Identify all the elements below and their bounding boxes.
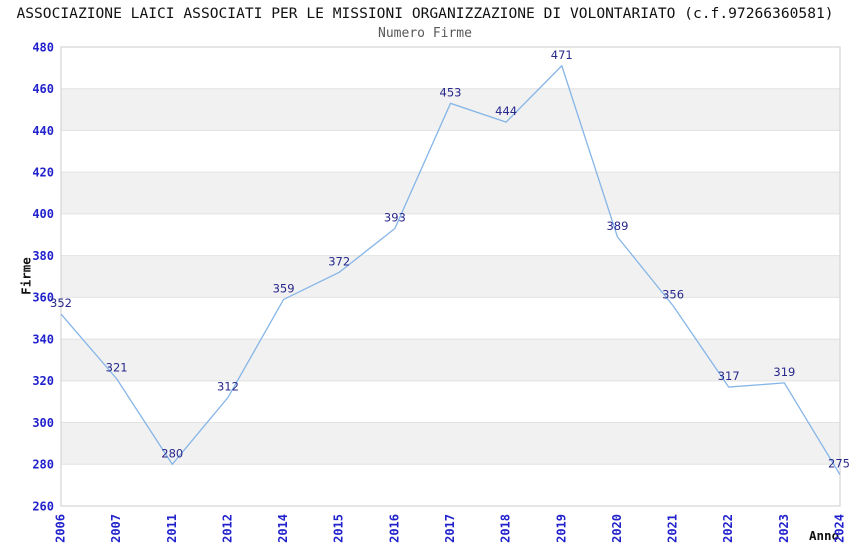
y-tick-label: 420: [32, 165, 54, 179]
x-tick-label: 2021: [666, 514, 680, 543]
data-point-label: 280: [161, 446, 183, 460]
x-tick-label: 2012: [220, 514, 234, 543]
y-tick-label: 300: [32, 416, 54, 430]
series-line: [60, 64, 841, 476]
data-point-label: 319: [773, 365, 795, 379]
y-tick-label: 260: [32, 499, 54, 513]
data-point-label: 393: [384, 211, 406, 225]
data-point-label: 372: [328, 254, 350, 268]
x-tick-label: 2023: [777, 514, 791, 543]
x-tick-label: 2022: [721, 514, 735, 543]
y-tick-label: 380: [32, 249, 54, 263]
x-tick-label: 2006: [54, 514, 68, 543]
chart-subtitle: Numero Firme: [378, 26, 472, 41]
data-point-label: 453: [440, 85, 462, 99]
x-tick-label: 2011: [165, 514, 179, 543]
chart-title: ASSOCIAZIONE LAICI ASSOCIATI PER LE MISS…: [16, 5, 834, 22]
data-point-label: 275: [828, 457, 850, 471]
y-tick-label: 280: [32, 458, 54, 472]
x-tick-label: 2019: [554, 514, 568, 543]
x-tick-label: 2016: [387, 514, 401, 543]
y-tick-label: 460: [32, 82, 54, 96]
data-point-label: 321: [106, 361, 128, 375]
data-point-label: 471: [551, 48, 573, 62]
grid-band: [61, 255, 840, 298]
x-tick-label: 2020: [610, 514, 624, 543]
x-axis-title: Anno: [809, 528, 840, 543]
data-point-label: 444: [495, 104, 517, 118]
y-tick-label: 320: [32, 374, 54, 388]
y-tick-label: 360: [32, 291, 54, 305]
grid-band: [61, 422, 840, 465]
plot-border: [60, 46, 841, 507]
data-point-label: 359: [273, 281, 295, 295]
x-tick-label: 2007: [109, 514, 123, 543]
y-tick-label: 400: [32, 207, 54, 221]
x-tick-label: 2014: [276, 514, 290, 543]
data-point-label: 352: [50, 296, 72, 310]
data-point-label: 389: [606, 219, 628, 233]
data-point-label: 356: [662, 288, 684, 302]
x-tick-label: 2017: [443, 514, 457, 543]
x-tick-label: 2018: [499, 514, 513, 543]
grid-band: [61, 88, 840, 131]
x-tick-label: 2024: [833, 514, 847, 543]
y-tick-label: 440: [32, 124, 54, 138]
data-point-label: 312: [217, 380, 239, 394]
y-tick-label: 480: [32, 40, 54, 54]
grid-band: [61, 172, 840, 214]
y-tick-label: 340: [32, 332, 54, 346]
data-point-label: 317: [718, 369, 740, 383]
x-tick-label: 2015: [332, 514, 346, 543]
